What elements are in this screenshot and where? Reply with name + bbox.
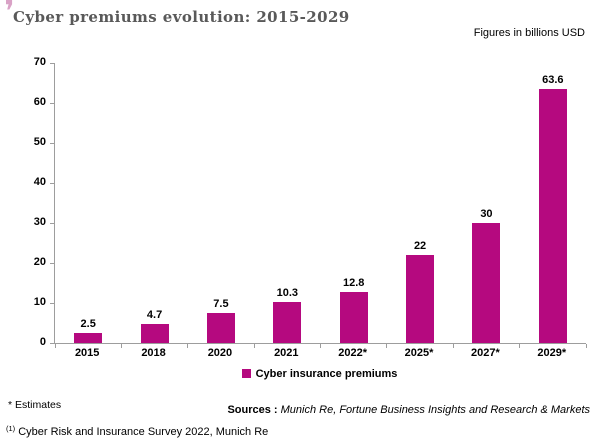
- legend: Cyber insurance premiums: [54, 368, 585, 380]
- bar-value-label: 30: [480, 208, 493, 220]
- bars-container: 2.5 4.7 7.5 10.3 12.8 22 30 63.6: [55, 63, 586, 343]
- x-axis-label: 2029*: [537, 347, 567, 359]
- survey-footnote: (1) Cyber Risk and Insurance Survey 2022…: [6, 424, 268, 438]
- y-axis-tick: [50, 302, 54, 304]
- x-axis-tick: [519, 344, 521, 348]
- x-axis-tick: [54, 344, 56, 348]
- units-note: Figures in billions USD: [473, 27, 585, 39]
- x-axis-label: 2021: [274, 347, 299, 359]
- x-axis-tick: [320, 344, 321, 348]
- chart-title-block: ❜ Cyber premiums evolution: 2015-2029: [4, 0, 350, 30]
- bar-value-label: 22: [413, 240, 427, 252]
- y-axis-tick-label: 60: [33, 96, 46, 108]
- x-axis-label: 2018: [141, 347, 166, 359]
- bar: [472, 223, 501, 343]
- bar: [538, 88, 567, 343]
- x-axis-tick: [253, 344, 255, 348]
- y-axis-tick-label: 40: [33, 176, 46, 188]
- bar: [74, 333, 103, 343]
- bar: [140, 324, 169, 343]
- x-axis-tick: [120, 344, 122, 348]
- x-axis-tick: [585, 344, 587, 348]
- bar-column: 30: [453, 63, 519, 343]
- y-axis-tick: [50, 142, 54, 144]
- bar-column: 7.5: [188, 63, 254, 343]
- legend-label: Cyber insurance premiums: [255, 368, 398, 380]
- y-axis-tick-label: 20: [33, 256, 46, 268]
- x-axis-label: 2020: [207, 347, 233, 359]
- bar-column: 2.5: [55, 63, 121, 343]
- x-axis-tick: [386, 344, 388, 348]
- x-axis-label: 2027*: [471, 347, 500, 359]
- bar-value-label: 10.3: [276, 286, 299, 299]
- survey-footnote-text: Cyber Risk and Insurance Survey 2022, Mu…: [15, 426, 269, 438]
- y-axis-tick-label: 0: [39, 336, 46, 348]
- bar-value-label: 2.5: [80, 318, 96, 330]
- sources-footnote: Sources : Munich Re, Fortune Business In…: [227, 404, 590, 416]
- bar: [406, 255, 435, 343]
- quote-accent-icon: ❜: [4, 0, 15, 32]
- y-axis-tick-label: 10: [33, 296, 46, 308]
- bar: [339, 291, 368, 343]
- chart-title: Cyber premiums evolution: 2015-2029: [13, 8, 350, 26]
- bar-column: 63.6: [520, 63, 586, 343]
- bar: [206, 313, 235, 343]
- bar-value-label: 4.7: [146, 309, 163, 322]
- y-axis-tick: [50, 222, 54, 224]
- y-axis-tick: [50, 342, 54, 344]
- y-axis-tick-label: 30: [33, 216, 46, 228]
- y-axis-tick-label: 70: [33, 56, 46, 68]
- bar: [273, 301, 302, 343]
- sources-text: Munich Re, Fortune Business Insights and…: [277, 404, 590, 416]
- y-axis-tick: [50, 262, 54, 264]
- y-axis-tick: [50, 182, 54, 184]
- bar-column: 4.7: [121, 63, 187, 343]
- bar-column: 12.8: [321, 63, 387, 343]
- survey-footnote-marker: (1): [6, 424, 16, 433]
- legend-marker-icon: [241, 369, 251, 378]
- bar-value-label: 12.8: [342, 276, 365, 289]
- plot-area: 2.5 4.7 7.5 10.3 12.8 22 30 63.6 0 10 20 30 40 50 60 7…: [34, 56, 587, 348]
- y-axis-tick: [50, 102, 54, 104]
- x-axis-tick: [452, 344, 454, 348]
- sources-label: Sources :: [227, 404, 278, 416]
- estimates-footnote: * Estimates: [8, 399, 62, 411]
- x-axis-label: 2025*: [404, 347, 434, 359]
- bar-column: 22: [387, 63, 453, 343]
- y-axis-tick-label: 50: [33, 136, 46, 148]
- bar-column: 10.3: [254, 63, 320, 343]
- bar-value-label: 63.6: [542, 73, 564, 86]
- x-axis-tick: [187, 344, 189, 348]
- x-axis-labels: 2015 2018 2020 2021 2022* 2025* 2027* 2029*: [54, 347, 585, 359]
- x-axis-label: 2022*: [338, 347, 368, 359]
- y-axis-tick: [50, 62, 54, 64]
- x-axis-label: 2015: [74, 347, 100, 359]
- bar-value-label: 7.5: [213, 298, 229, 310]
